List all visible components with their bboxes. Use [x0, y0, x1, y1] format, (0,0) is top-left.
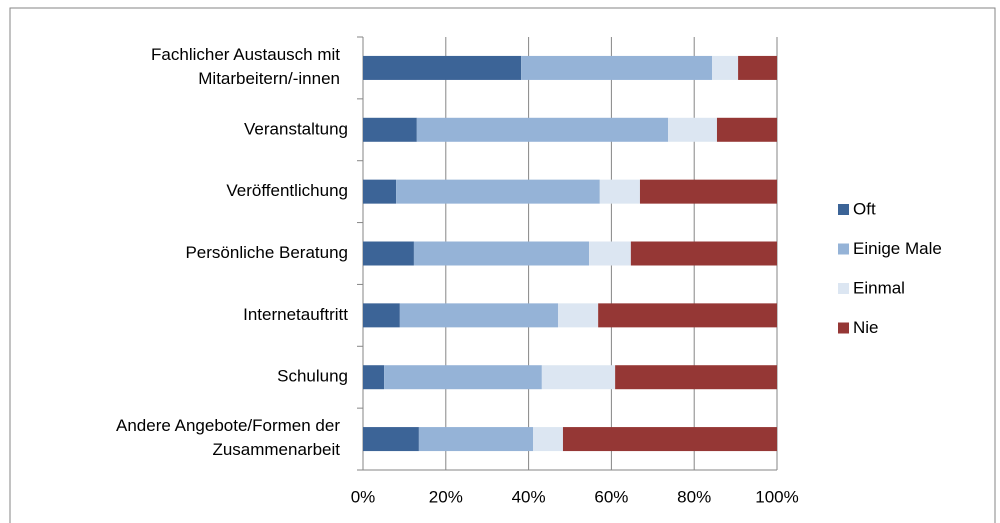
y-tick-label: Veranstaltung: [244, 119, 348, 138]
bar-segment: [418, 427, 534, 452]
bar-segment: [716, 117, 777, 142]
bar-segment: [598, 303, 777, 328]
x-tick-label: 40%: [512, 487, 546, 506]
y-tick-label: Fachlicher Austausch mit Mitarbeitern/-in…: [151, 45, 340, 88]
bar-segment: [615, 365, 777, 390]
bar-segment: [630, 241, 777, 266]
legend-swatch: [838, 322, 849, 334]
bar-segment: [589, 241, 631, 266]
x-tick-label: 100%: [755, 487, 798, 506]
y-tick-label: Veröffentlichung: [226, 181, 348, 200]
legend-swatch: [838, 243, 849, 255]
legend-label: Einige Male: [853, 239, 942, 258]
y-tick-label: Internetauftritt: [243, 305, 348, 324]
bar-segment: [363, 427, 419, 452]
y-tick-label: Schulung: [277, 367, 348, 386]
x-tick-label: 20%: [429, 487, 463, 506]
bar-segment: [384, 365, 542, 390]
bar-segment: [396, 179, 600, 204]
legend-label: Nie: [853, 318, 879, 337]
legend-swatch: [838, 283, 849, 294]
bar-segment: [639, 179, 777, 204]
bar-segment: [363, 303, 400, 328]
bar-segment: [599, 179, 640, 204]
bar-segment: [562, 427, 777, 452]
bar-segment: [399, 303, 558, 328]
x-tick-label: 80%: [677, 487, 711, 506]
bar-segment: [712, 55, 739, 80]
bar-segment: [557, 303, 599, 328]
bar-segment: [416, 117, 669, 142]
bar-segment: [521, 55, 713, 80]
bar-segment: [541, 365, 616, 390]
x-tick-label: 0%: [351, 487, 376, 506]
bar-segment: [668, 117, 717, 142]
legend-swatch: [838, 204, 849, 215]
y-tick-label: Persönliche Beratung: [185, 243, 348, 262]
bar-segment: [363, 241, 414, 266]
legend-label: Einmal: [853, 278, 905, 297]
bar-segment: [363, 179, 397, 204]
bar-segment: [363, 117, 417, 142]
legend-label: Oft: [853, 199, 876, 218]
bar-segment: [738, 55, 777, 80]
x-tick-label: 60%: [594, 487, 628, 506]
bar-segment: [413, 241, 590, 266]
y-tick-label: Andere Angebote/Formen der Zusammenarbeit: [116, 417, 340, 460]
bar-segment: [533, 427, 563, 452]
bar-segment: [363, 55, 522, 80]
bar-segment: [363, 365, 385, 390]
